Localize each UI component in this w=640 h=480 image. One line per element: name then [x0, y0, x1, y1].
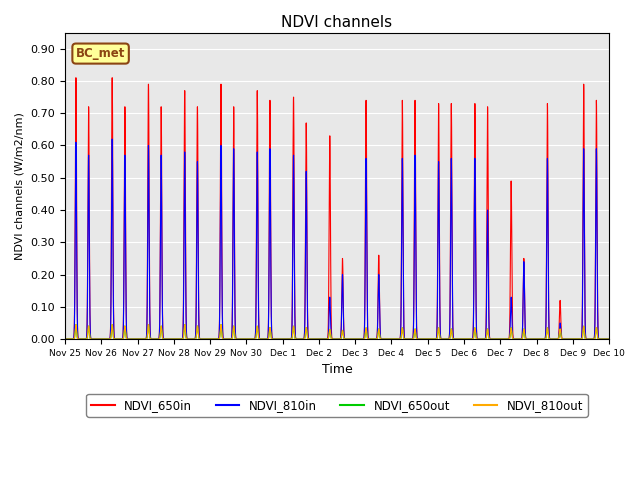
- NDVI_650out: [79, 336, 86, 342]
- NDVI_650in: [72, 75, 80, 81]
- NDVI_650in: [180, 120, 188, 125]
- Line: NDVI_810in: NDVI_810in: [65, 139, 609, 339]
- NDVI_810out: [349, 336, 356, 342]
- NDVI_810in: [605, 336, 613, 342]
- Text: BC_met: BC_met: [76, 47, 125, 60]
- NDVI_650out: [180, 324, 188, 329]
- NDVI_650out: [533, 336, 541, 342]
- NDVI_810in: [108, 136, 116, 142]
- NDVI_650in: [192, 330, 200, 336]
- NDVI_650out: [349, 336, 356, 342]
- NDVI_650out: [605, 336, 613, 342]
- NDVI_650in: [533, 336, 541, 342]
- NDVI_810out: [72, 322, 80, 327]
- Title: NDVI channels: NDVI channels: [282, 15, 392, 30]
- NDVI_810in: [180, 173, 188, 179]
- NDVI_810in: [120, 206, 128, 212]
- NDVI_810in: [192, 332, 200, 337]
- NDVI_810in: [79, 336, 86, 342]
- NDVI_650out: [61, 336, 69, 342]
- NDVI_650in: [61, 336, 69, 342]
- NDVI_810out: [120, 327, 128, 333]
- NDVI_650in: [120, 172, 128, 178]
- NDVI_810in: [349, 336, 356, 342]
- NDVI_810out: [192, 336, 200, 342]
- NDVI_810out: [180, 324, 188, 329]
- NDVI_650out: [72, 322, 80, 327]
- Line: NDVI_650out: NDVI_650out: [65, 324, 609, 339]
- NDVI_810in: [533, 336, 541, 342]
- X-axis label: Time: Time: [322, 363, 353, 376]
- NDVI_650in: [79, 336, 86, 342]
- NDVI_810out: [605, 336, 613, 342]
- NDVI_810out: [61, 336, 69, 342]
- NDVI_810in: [61, 336, 69, 342]
- NDVI_810out: [79, 336, 86, 342]
- NDVI_650out: [192, 336, 200, 342]
- Line: NDVI_810out: NDVI_810out: [65, 324, 609, 339]
- NDVI_810out: [533, 336, 541, 342]
- Legend: NDVI_650in, NDVI_810in, NDVI_650out, NDVI_810out: NDVI_650in, NDVI_810in, NDVI_650out, NDV…: [86, 394, 588, 417]
- NDVI_650out: [120, 327, 128, 333]
- NDVI_650in: [605, 336, 613, 342]
- NDVI_650in: [349, 336, 356, 342]
- Y-axis label: NDVI channels (W/m2/nm): NDVI channels (W/m2/nm): [15, 112, 25, 260]
- Line: NDVI_650in: NDVI_650in: [65, 78, 609, 339]
